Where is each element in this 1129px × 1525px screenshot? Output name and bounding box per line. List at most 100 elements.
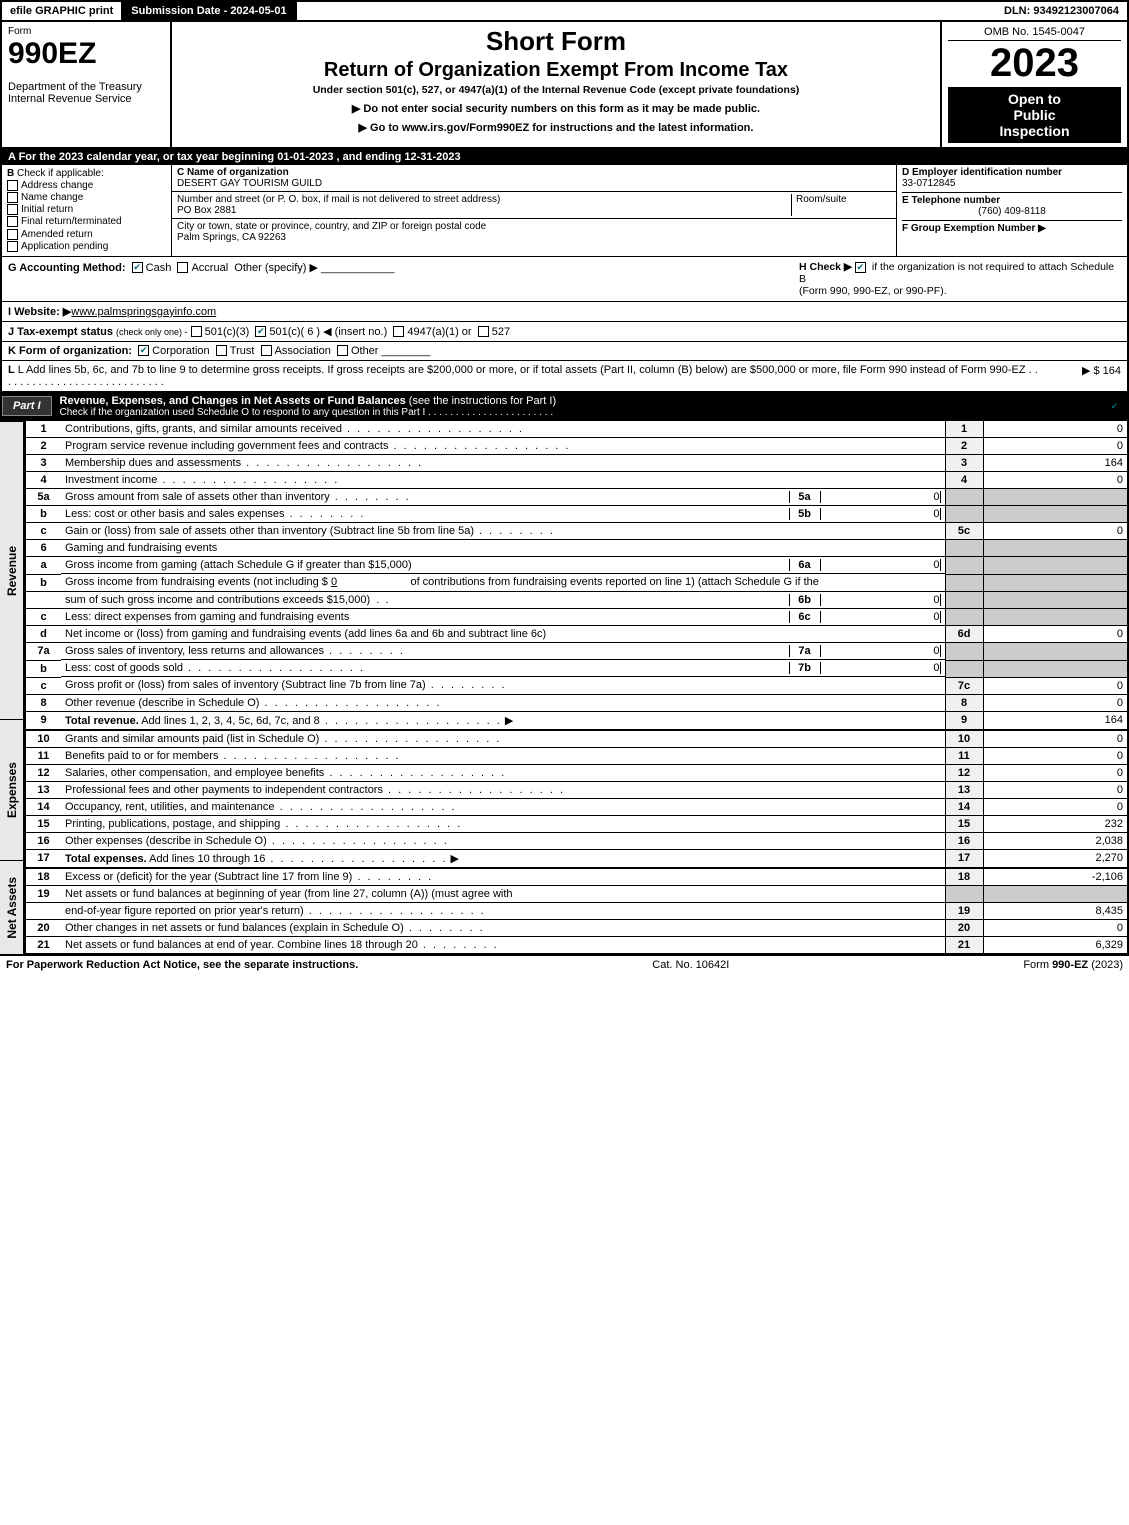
page-footer: For Paperwork Reduction Act Notice, see …: [0, 956, 1129, 974]
sidebar-labels: Revenue Expenses Net Assets: [0, 421, 24, 954]
line-12: 12Salaries, other compensation, and empl…: [25, 764, 1128, 781]
cb-final-return[interactable]: Final return/terminated: [7, 216, 166, 227]
cb-4947[interactable]: [393, 326, 404, 337]
line-6a: aGross income from gaming (attach Schedu…: [25, 557, 1128, 575]
line-13: 13Professional fees and other payments t…: [25, 781, 1128, 798]
no-ssn-note: ▶ Do not enter social security numbers o…: [178, 102, 934, 115]
cb-schedule-o[interactable]: [1109, 401, 1120, 412]
org-name-label: C Name of organization: [177, 167, 289, 178]
efile-print[interactable]: efile GRAPHIC print: [2, 2, 123, 20]
group-exemption-label: F Group Exemption Number ▶: [902, 223, 1046, 234]
org-name: DESERT GAY TOURISM GUILD: [177, 178, 322, 189]
ein: 33-0712845: [902, 178, 955, 189]
line-5b: bLess: cost or other basis and sales exp…: [25, 506, 1128, 523]
accounting-label: G Accounting Method:: [8, 262, 126, 274]
section-b: B Check if applicable: Address change Na…: [2, 165, 172, 256]
cb-accrual[interactable]: [177, 262, 188, 273]
cb-association[interactable]: [261, 345, 272, 356]
cb-name-change[interactable]: Name change: [7, 192, 166, 203]
sidebar-netassets: Net Assets: [5, 877, 19, 939]
paperwork-notice: For Paperwork Reduction Act Notice, see …: [6, 959, 358, 971]
cb-corporation[interactable]: [138, 345, 149, 356]
cb-app-pending[interactable]: Application pending: [7, 241, 166, 252]
cb-other-org[interactable]: [337, 345, 348, 356]
cb-initial-return[interactable]: Initial return: [7, 204, 166, 215]
sidebar-expenses: Expenses: [5, 762, 19, 818]
line-6b-1: bGross income from fundraising events (n…: [25, 574, 1128, 591]
line-20: 20Other changes in net assets or fund ba…: [25, 919, 1128, 936]
section-k: K Form of organization: Corporation Trus…: [0, 342, 1129, 361]
line-a-tax-year: A For the 2023 calendar year, or tax yea…: [0, 149, 1129, 165]
line-3: 3Membership dues and assessments3164: [25, 454, 1128, 471]
line-19-2: end-of-year figure reported on prior yea…: [25, 902, 1128, 919]
accounting-other: Other (specify) ▶: [234, 262, 318, 274]
goto-link[interactable]: ▶ Go to www.irs.gov/Form990EZ for instru…: [178, 121, 934, 134]
line-17: 17Total expenses. Add lines 10 through 1…: [25, 849, 1128, 868]
ein-label: D Employer identification number: [902, 167, 1062, 178]
section-gh: G Accounting Method: Cash Accrual Other …: [0, 257, 1129, 302]
dept-treasury: Department of the Treasury: [8, 81, 164, 93]
return-title: Return of Organization Exempt From Incom…: [178, 59, 934, 82]
line-5c: cGain or (loss) from sale of assets othe…: [25, 523, 1128, 540]
phone: (760) 409-8118: [902, 206, 1122, 217]
part1-header: Part I Revenue, Expenses, and Changes in…: [0, 392, 1129, 421]
line-2: 2Program service revenue including gover…: [25, 437, 1128, 454]
section-bcdef: B Check if applicable: Address change Na…: [0, 165, 1129, 257]
form-header: Form 990EZ Department of the Treasury In…: [0, 22, 1129, 149]
cb-501c3[interactable]: [191, 326, 202, 337]
cb-cash[interactable]: [132, 262, 143, 273]
line-16: 16Other expenses (describe in Schedule O…: [25, 832, 1128, 849]
line-7b: bLess: cost of goods sold7b0: [25, 660, 1128, 677]
street: PO Box 2881: [177, 205, 236, 216]
line-6: 6Gaming and fundraising events: [25, 540, 1128, 557]
line-11: 11Benefits paid to or for members110: [25, 747, 1128, 764]
section-h: H Check ▶ if the organization is not req…: [791, 261, 1121, 297]
line-6b-2: sum of such gross income and contributio…: [25, 591, 1128, 609]
phone-label: E Telephone number: [902, 195, 1000, 206]
line-8: 8Other revenue (describe in Schedule O)8…: [25, 694, 1128, 711]
line-6d: dNet income or (loss) from gaming and fu…: [25, 626, 1128, 643]
part1-body: Revenue Expenses Net Assets 1Contributio…: [0, 421, 1129, 956]
line-7a: 7aGross sales of inventory, less returns…: [25, 643, 1128, 661]
line-1: 1Contributions, gifts, grants, and simil…: [25, 421, 1128, 438]
line-7c: cGross profit or (loss) from sales of in…: [25, 677, 1128, 694]
line-4: 4Investment income40: [25, 471, 1128, 488]
cb-schedule-b[interactable]: [855, 262, 866, 273]
form-label: Form: [8, 26, 164, 37]
under-section: Under section 501(c), 527, or 4947(a)(1)…: [178, 84, 934, 96]
line-14: 14Occupancy, rent, utilities, and mainte…: [25, 798, 1128, 815]
submission-date: Submission Date - 2024-05-01: [123, 2, 296, 20]
top-bar: efile GRAPHIC print Submission Date - 20…: [0, 0, 1129, 22]
line-19-1: 19Net assets or fund balances at beginni…: [25, 885, 1128, 902]
section-i: I Website: ▶www.palmspringsgayinfo.com: [0, 302, 1129, 322]
line-6c: cLess: direct expenses from gaming and f…: [25, 609, 1128, 626]
gross-receipts: ▶ $ 164: [1041, 364, 1121, 388]
cb-trust[interactable]: [216, 345, 227, 356]
section-j: J Tax-exempt status (check only one) - 5…: [0, 322, 1129, 342]
part1-tab: Part I: [2, 396, 52, 416]
cat-no: Cat. No. 10642I: [652, 959, 729, 971]
website-link[interactable]: www.palmspringsgayinfo.com: [71, 306, 216, 318]
line-9: 9Total revenue. Add lines 1, 2, 3, 4, 5c…: [25, 711, 1128, 730]
cb-address-change[interactable]: Address change: [7, 180, 166, 191]
cb-501c[interactable]: [255, 326, 266, 337]
cb-527[interactable]: [478, 326, 489, 337]
dln: DLN: 93492123007064: [996, 2, 1127, 20]
city: Palm Springs, CA 92263: [177, 232, 286, 243]
form-footer: Form 990-EZ (2023): [1023, 959, 1123, 971]
form-number: 990EZ: [8, 37, 164, 71]
line-15: 15Printing, publications, postage, and s…: [25, 815, 1128, 832]
line-18: 18Excess or (deficit) for the year (Subt…: [25, 868, 1128, 886]
irs-label: Internal Revenue Service: [8, 93, 164, 105]
sidebar-revenue: Revenue: [5, 546, 19, 596]
short-form-title: Short Form: [178, 26, 934, 57]
line-21: 21Net assets or fund balances at end of …: [25, 936, 1128, 953]
tax-year: 2023: [948, 43, 1121, 83]
cb-amended[interactable]: Amended return: [7, 229, 166, 240]
section-def: D Employer identification number 33-0712…: [897, 165, 1127, 256]
section-c: C Name of organization DESERT GAY TOURIS…: [172, 165, 897, 256]
omb-number: OMB No. 1545-0047: [948, 26, 1121, 41]
line-5a: 5aGross amount from sale of assets other…: [25, 488, 1128, 506]
section-l: L L Add lines 5b, 6c, and 7b to line 9 t…: [0, 361, 1129, 392]
line-10: 10Grants and similar amounts paid (list …: [25, 730, 1128, 748]
